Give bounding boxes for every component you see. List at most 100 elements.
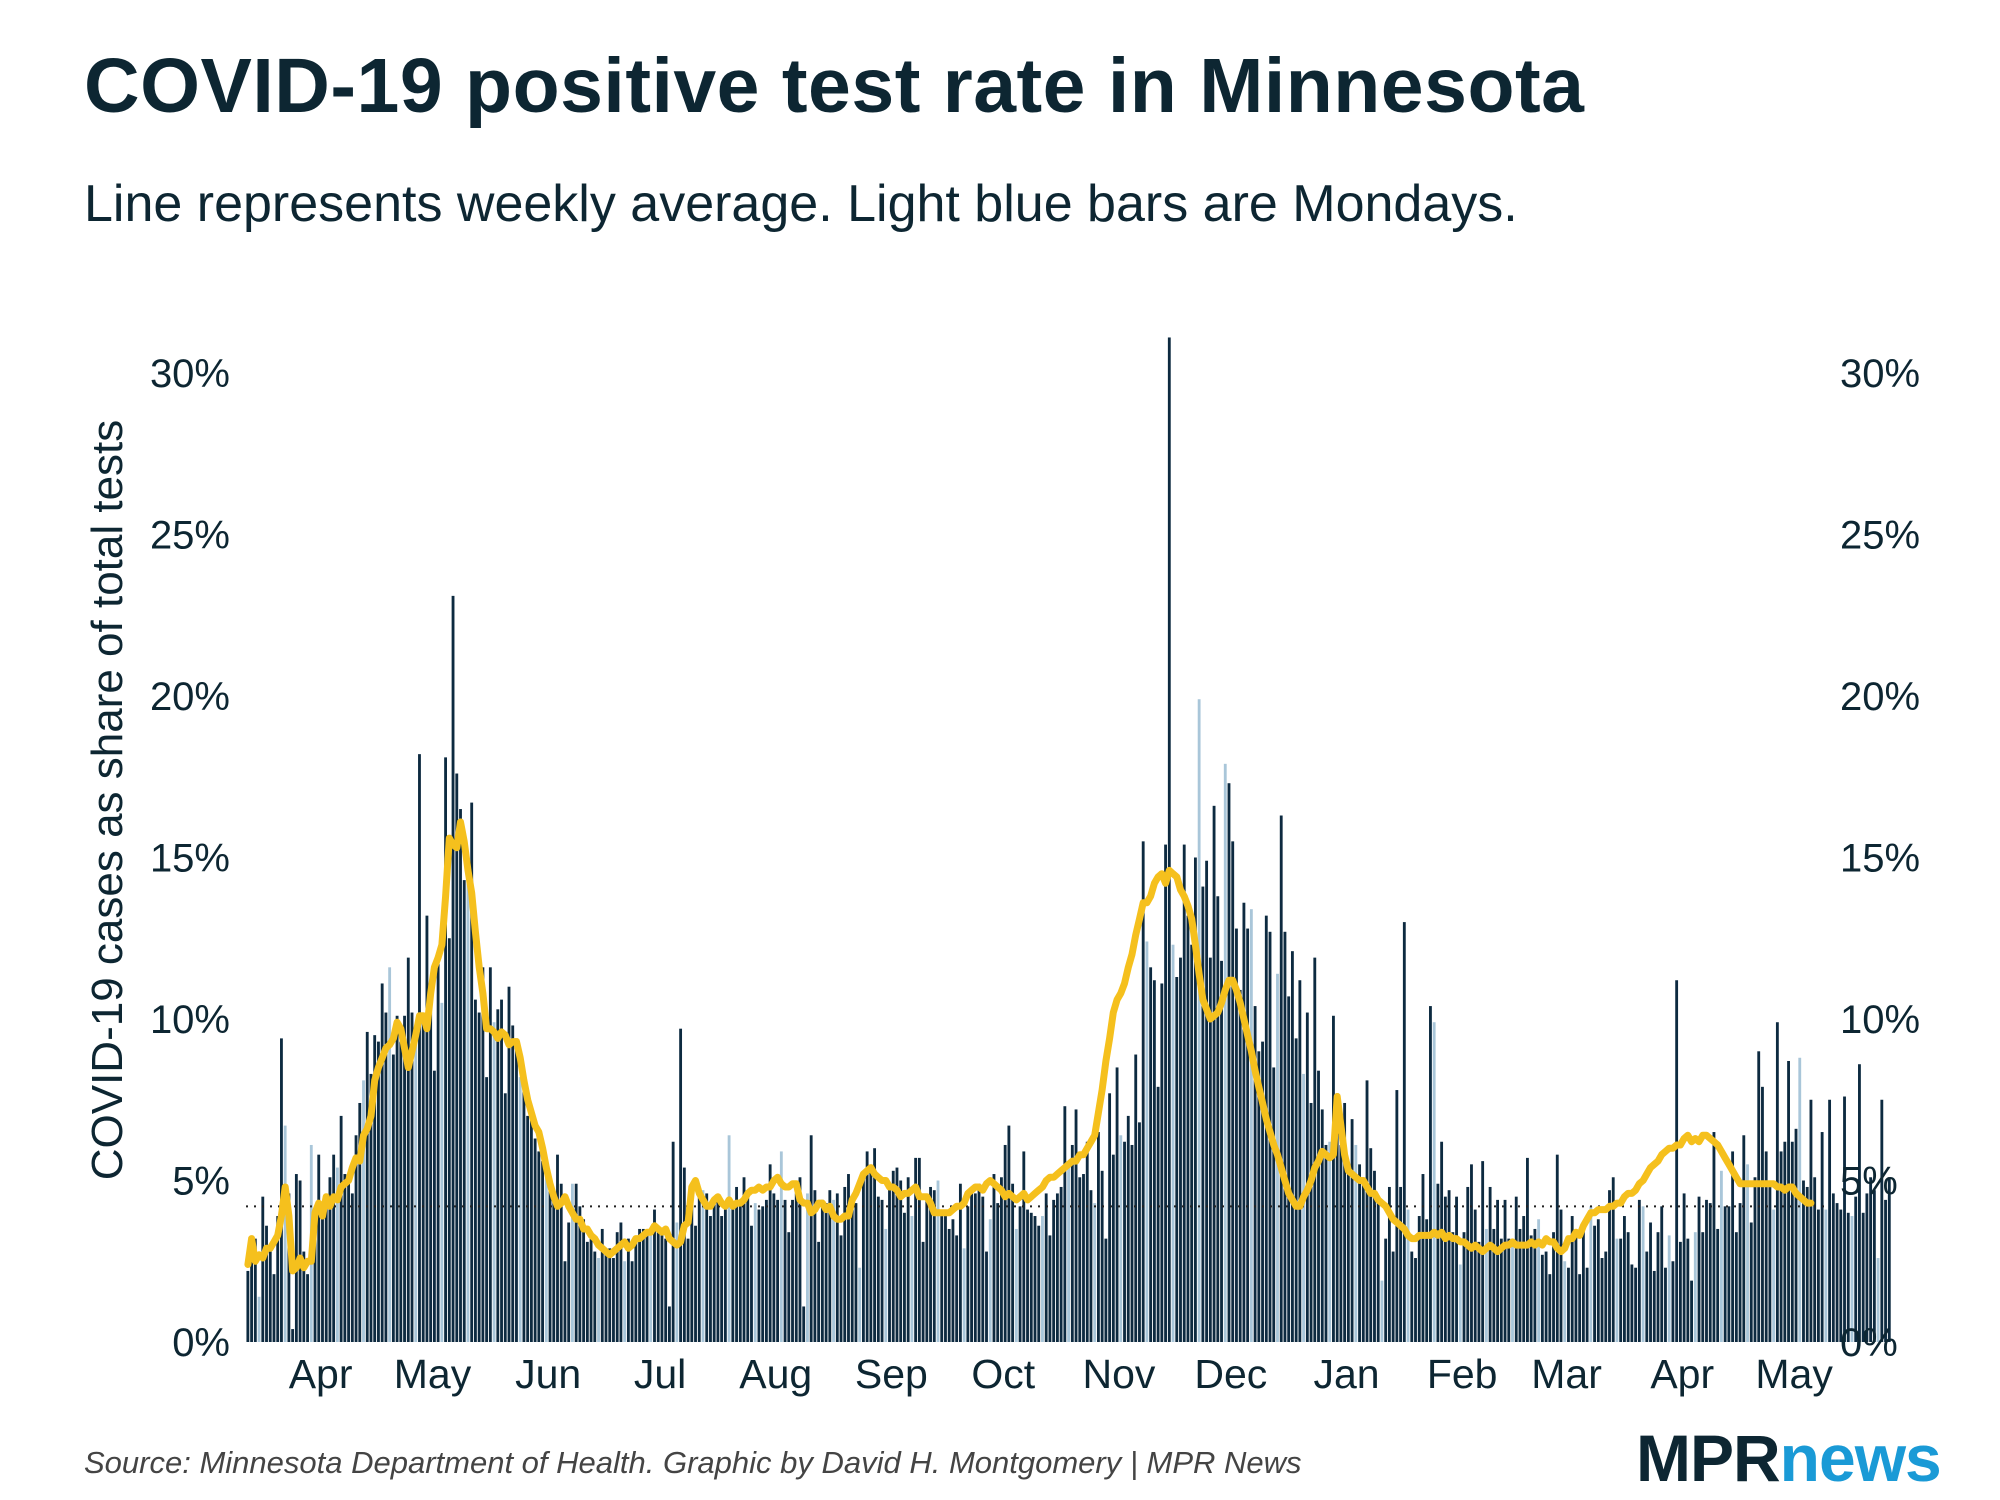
y-tick-label: 0% <box>1840 1321 1898 1365</box>
bar <box>395 1015 399 1342</box>
bar <box>970 1190 973 1342</box>
bar <box>641 1228 645 1342</box>
bar <box>1205 860 1209 1342</box>
bar <box>1212 805 1216 1342</box>
bar <box>1324 1144 1328 1342</box>
bar <box>1678 1241 1682 1342</box>
bar <box>1011 1183 1015 1342</box>
bar <box>1044 1193 1048 1342</box>
bar-monday <box>257 1296 261 1342</box>
bar <box>903 1212 906 1342</box>
bar-monday <box>1223 763 1227 1342</box>
bar <box>1790 1141 1794 1342</box>
y-tick-label: 25% <box>150 514 230 558</box>
bar <box>612 1258 615 1342</box>
bar-monday <box>1093 1203 1097 1342</box>
bar <box>1283 931 1287 1342</box>
bar <box>817 1241 821 1342</box>
bar <box>809 1135 813 1342</box>
bar <box>783 1199 787 1342</box>
bar <box>485 1077 489 1342</box>
bar <box>1872 1190 1876 1342</box>
bar <box>895 1167 899 1342</box>
bar <box>451 595 455 1342</box>
bar <box>794 1193 798 1342</box>
bar <box>876 1196 880 1342</box>
bar <box>1697 1196 1701 1342</box>
bar-monday <box>753 1203 757 1342</box>
bar <box>1809 1099 1813 1342</box>
bar <box>1477 1241 1481 1342</box>
bar <box>515 1038 518 1342</box>
bar <box>541 1161 544 1342</box>
bar <box>474 999 477 1342</box>
bar <box>1507 1238 1511 1342</box>
bar <box>1313 957 1317 1342</box>
y-tick-label: 0% <box>172 1321 230 1365</box>
bar-monday <box>1171 944 1175 1342</box>
bar <box>1238 989 1242 1342</box>
bar <box>619 1222 623 1342</box>
bar <box>604 1251 608 1342</box>
bar <box>350 1193 354 1342</box>
bar <box>1156 1086 1160 1342</box>
bar <box>1343 1102 1347 1342</box>
bar <box>391 1054 395 1342</box>
bar <box>455 773 459 1342</box>
bar <box>1540 1254 1544 1342</box>
bar <box>1611 1177 1615 1342</box>
bar <box>1671 1261 1675 1342</box>
bar <box>1708 1203 1712 1342</box>
bar <box>1373 1170 1376 1342</box>
bar <box>403 1015 406 1342</box>
bar <box>578 1206 582 1342</box>
bar <box>429 1012 433 1342</box>
bar <box>332 1154 336 1342</box>
bar <box>1447 1190 1451 1342</box>
bar <box>738 1199 742 1342</box>
bar <box>1160 983 1164 1342</box>
bar <box>339 1115 343 1342</box>
bar <box>690 1183 694 1342</box>
bar <box>556 1154 559 1342</box>
bar <box>291 1329 295 1342</box>
bar <box>1649 1222 1652 1342</box>
bar <box>1656 1232 1660 1342</box>
bar <box>459 809 462 1342</box>
bar <box>1548 1274 1552 1342</box>
bar <box>1018 1206 1022 1342</box>
bar <box>1070 1144 1074 1342</box>
bar <box>1813 1177 1817 1342</box>
bar <box>1429 1006 1432 1342</box>
bar <box>1861 1212 1865 1342</box>
bar <box>1652 1270 1656 1342</box>
bar <box>1854 1196 1858 1342</box>
bar <box>563 1261 567 1342</box>
bar <box>548 1177 552 1342</box>
bar <box>750 1225 753 1342</box>
x-tick-label: Nov <box>1082 1351 1155 1397</box>
bar <box>906 1177 910 1342</box>
bar <box>981 1196 985 1342</box>
bar <box>1634 1267 1638 1342</box>
bar <box>761 1206 765 1342</box>
bar <box>1574 1235 1578 1342</box>
bar <box>1705 1199 1708 1342</box>
bar <box>1369 1148 1373 1342</box>
y-tick-label: 20% <box>1840 675 1920 719</box>
bar <box>246 1270 250 1342</box>
bar-monday <box>466 883 470 1342</box>
bar-monday <box>544 1170 548 1342</box>
y-axis-right: 0% 5% 10% 15% 20% 25% 30% <box>1840 352 1920 1365</box>
bar <box>813 1190 817 1342</box>
bar <box>432 1070 436 1342</box>
bar <box>1768 1186 1772 1342</box>
bar <box>1787 1060 1790 1342</box>
y-tick-label: 25% <box>1840 514 1920 558</box>
bar <box>384 1012 388 1342</box>
bar <box>1593 1225 1596 1342</box>
bar <box>268 1251 272 1342</box>
bar <box>1637 1199 1641 1342</box>
bar-monday <box>1432 1022 1436 1342</box>
bar-monday <box>1563 1261 1567 1342</box>
